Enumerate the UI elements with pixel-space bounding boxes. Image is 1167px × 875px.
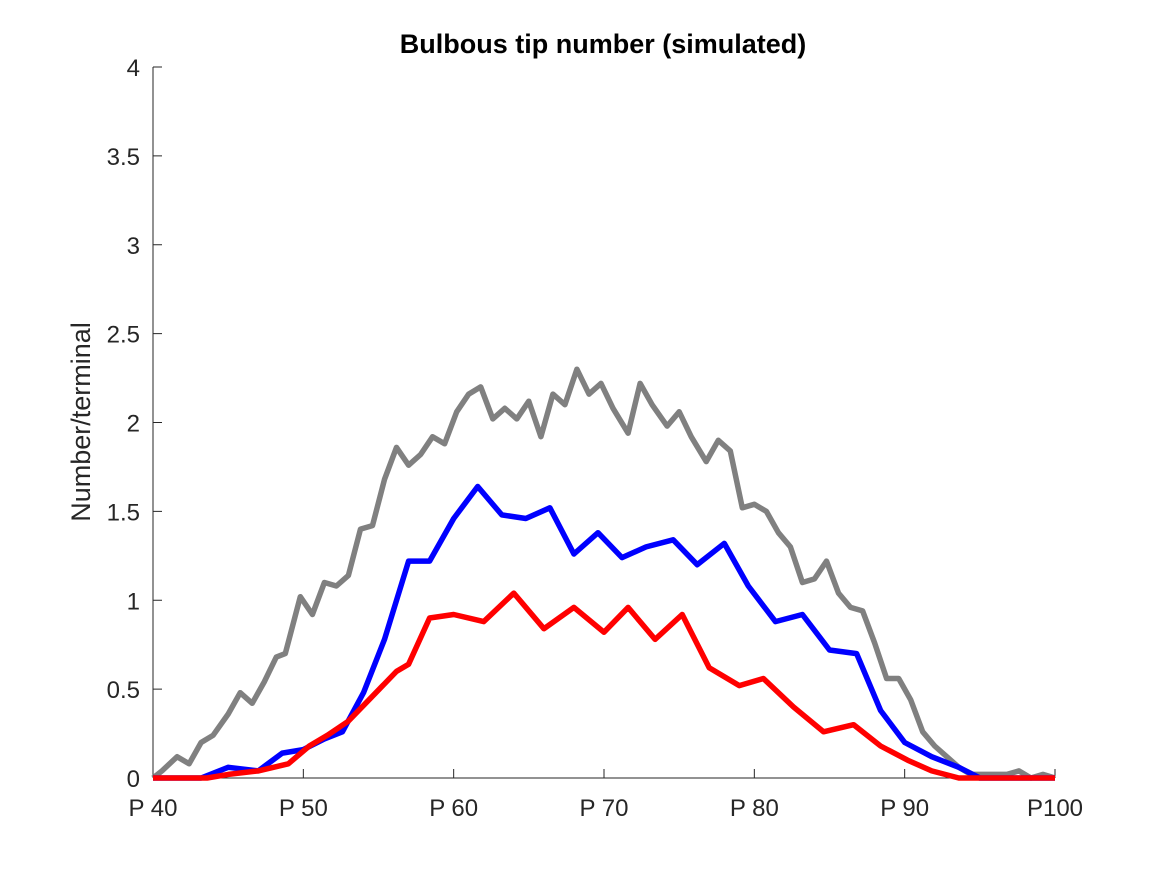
y-tick-label: 1.5 xyxy=(107,499,140,526)
chart-title: Bulbous tip number (simulated) xyxy=(400,29,807,59)
series-line-3 xyxy=(153,590,1055,781)
y-tick-label: 3.5 xyxy=(107,144,140,171)
x-tick-label: P 70 xyxy=(580,795,629,822)
y-tick-label: 2.5 xyxy=(107,322,140,349)
x-tick-label: P 40 xyxy=(129,795,178,822)
x-tick-label: P 80 xyxy=(730,795,779,822)
y-tick-label: 2 xyxy=(127,411,140,438)
y-tick-label: 0 xyxy=(127,766,140,793)
y-tick-label: 0.5 xyxy=(107,677,140,704)
x-tick-label: P100 xyxy=(1027,795,1083,822)
x-tick-label: P 50 xyxy=(279,795,328,822)
y-tick-label: 1 xyxy=(127,588,140,615)
plot-area: 0 0.5 1 1.5 2 2.5 3 3.5 4 P 40 P 50 P 60 P 70 P 80 P 9… xyxy=(107,55,1083,822)
x-tick-label: P 60 xyxy=(429,795,478,822)
series-line-2 xyxy=(153,483,1055,781)
y-axis-label: Number/terminal xyxy=(66,322,96,522)
y-tick-label: 4 xyxy=(127,55,140,82)
y-tick-label: 3 xyxy=(127,233,140,260)
series-line-1 xyxy=(151,366,1056,781)
x-tick-label: P 90 xyxy=(880,795,929,822)
